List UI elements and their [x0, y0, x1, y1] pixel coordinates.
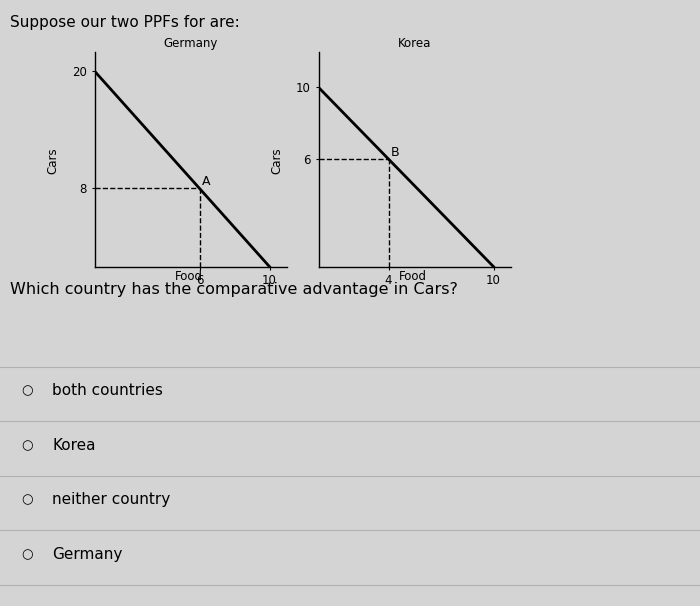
Text: ○: ○	[21, 493, 32, 507]
Title: Korea: Korea	[398, 38, 431, 50]
Text: both countries: both countries	[52, 384, 163, 398]
Text: Food: Food	[175, 270, 203, 282]
Text: Cars: Cars	[46, 147, 59, 174]
Text: B: B	[391, 147, 400, 159]
Text: Korea: Korea	[52, 438, 96, 453]
Text: A: A	[202, 176, 211, 188]
Text: neither country: neither country	[52, 493, 171, 507]
Text: ○: ○	[21, 384, 32, 398]
Text: Germany: Germany	[52, 547, 123, 562]
Text: Food: Food	[399, 270, 427, 282]
Text: Suppose our two PPFs for are:: Suppose our two PPFs for are:	[10, 15, 240, 30]
Text: Cars: Cars	[270, 147, 283, 174]
Title: Germany: Germany	[164, 38, 218, 50]
Text: ○: ○	[21, 439, 32, 452]
Text: ○: ○	[21, 548, 32, 561]
Text: Which country has the comparative advantage in Cars?: Which country has the comparative advant…	[10, 282, 458, 297]
